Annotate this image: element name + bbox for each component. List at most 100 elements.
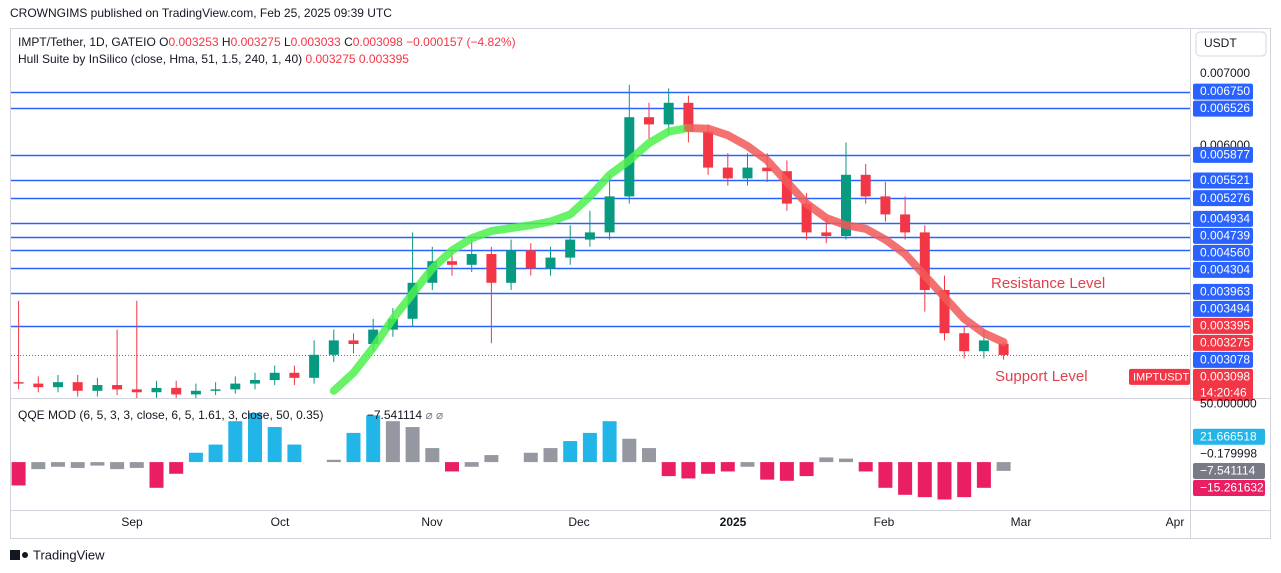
candle-body [190, 390, 201, 395]
price-label-box [1193, 317, 1253, 334]
price-label-box [1193, 351, 1253, 368]
brand-logo [10, 550, 28, 560]
ohlc-value: 0.003098 [352, 35, 403, 49]
price-label-box [1193, 190, 1253, 207]
legend-indicator: Hull Suite by InSilico (close, Hma, 51, … [18, 52, 409, 66]
candle-body [13, 382, 24, 384]
candle-body [604, 196, 615, 233]
qqe-bar [31, 462, 46, 470]
candle-body [683, 102, 694, 132]
ohlc-key: C [344, 35, 353, 49]
candle-body [703, 131, 714, 168]
candle-body [841, 174, 851, 236]
qqe-bar [563, 441, 578, 463]
qqe-bar [957, 462, 972, 498]
qqe-bar [188, 452, 203, 463]
qqe-bar [779, 462, 794, 481]
qqe-bar [996, 462, 1011, 471]
qqe-bar [129, 462, 144, 468]
qqe-bar [169, 462, 184, 474]
symbol: IMPT/Tether, 1D, GATEIO [18, 35, 156, 49]
price-label: 0.003494 [1200, 302, 1250, 316]
qqe-bar [582, 432, 597, 463]
candle-body [565, 239, 576, 258]
price-label: 0.003275 [1200, 336, 1250, 350]
candle-body [72, 382, 83, 391]
candle-body [230, 383, 241, 390]
price-label: 0.003395 [1200, 319, 1250, 333]
candle-body [250, 380, 260, 384]
candle-body [762, 167, 773, 172]
brand: TradingView [33, 547, 105, 562]
qqe-bar [937, 462, 952, 500]
price-label-box [1193, 210, 1253, 227]
price-label: 0.004934 [1200, 212, 1250, 226]
qqe-bar [366, 415, 381, 463]
x-tick-label: Nov [421, 515, 442, 529]
candle-body [584, 232, 595, 240]
price-label: 0.005877 [1200, 148, 1250, 162]
price-label: 0.003078 [1200, 353, 1250, 367]
candle-body [525, 250, 536, 269]
qqe-bar [898, 462, 913, 495]
y-tick-label: 0.007000 [1200, 66, 1250, 80]
candle-body [959, 333, 970, 352]
qqe-bar [720, 462, 735, 472]
qqe-bar [858, 462, 873, 472]
x-tick-label: Feb [874, 515, 895, 529]
annotation: Support Level [995, 368, 1088, 385]
x-tick-label: Apr [1166, 515, 1185, 529]
qqe-bar [681, 462, 696, 479]
candle-body [112, 385, 123, 390]
candle-body [33, 383, 44, 388]
qqe-bar [445, 462, 459, 472]
candle-body [801, 203, 812, 233]
qqe-bar [110, 462, 125, 470]
ohlc-key: O [159, 35, 169, 49]
candle-body [151, 387, 162, 393]
qqe-bar [90, 462, 105, 466]
candle-body [821, 232, 832, 236]
price-label: 0.003963 [1200, 285, 1250, 299]
price-label-box [1193, 283, 1253, 300]
qqe-bar [464, 462, 479, 467]
candle-body [506, 250, 517, 283]
hull-line [684, 124, 1008, 347]
candle-body [860, 174, 871, 197]
candle-body [407, 282, 418, 319]
ohlc-key: L [283, 35, 291, 49]
price-label: 0.004739 [1200, 229, 1250, 243]
price-label-box [1193, 368, 1253, 401]
candle-body [644, 117, 654, 125]
qqe-bar [642, 448, 656, 463]
qqe-bar [602, 421, 617, 463]
qqe-tick-label: 21.666518 [1200, 429, 1257, 443]
currency[interactable]: USDT [1204, 36, 1237, 50]
price-pane [11, 84, 1190, 398]
qqe-bar [661, 462, 676, 477]
indicator: Hull Suite by InSilico (close, Hma, 51, … [18, 52, 303, 66]
qqe-bar [917, 462, 932, 498]
qqe-bar [346, 432, 361, 463]
x-tick-label: 2025 [720, 515, 747, 529]
countdown: 14:20:46 [1200, 386, 1247, 400]
candle-body [368, 329, 379, 344]
ohlc-key: H [221, 35, 231, 49]
x-tick-label: Oct [271, 515, 290, 529]
currency-button[interactable] [1195, 31, 1267, 57]
candle-body [919, 232, 930, 290]
symbol-tag-label: IMPTUSDT [1133, 371, 1190, 383]
ohlc-value: 0.003275 [230, 35, 281, 49]
qqe-bar [287, 444, 302, 463]
qqe-bar [701, 462, 716, 474]
qqe-bar [878, 462, 893, 488]
price-label: 0.006750 [1200, 84, 1250, 98]
price-label-box [1193, 300, 1253, 317]
qqe-bar [70, 462, 85, 468]
candle-body [466, 254, 477, 265]
candle-body [880, 196, 891, 215]
change: −0.000157 (−4.82%) [406, 35, 516, 49]
candle-body [171, 387, 182, 395]
x-tick-label: Sep [121, 515, 143, 529]
price-label-box [1193, 172, 1253, 189]
